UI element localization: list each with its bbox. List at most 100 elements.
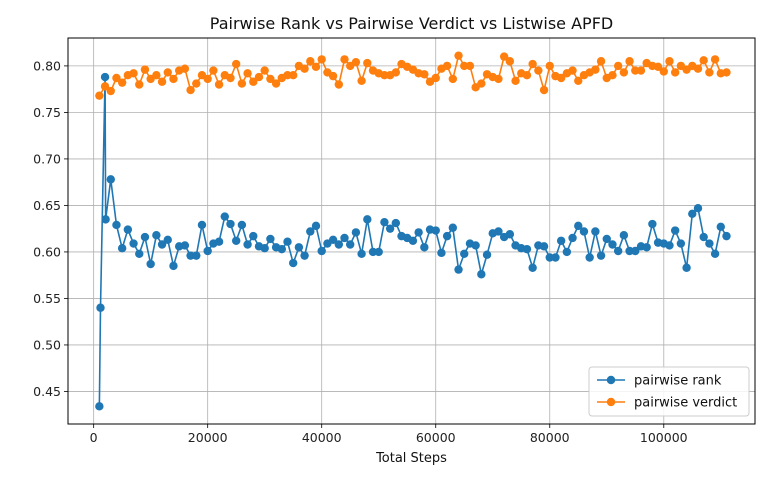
data-point-pairwise-verdict [710,55,720,64]
data-point-pairwise-verdict [539,85,549,95]
data-point-pairwise-rank [214,237,224,246]
data-point-pairwise-verdict [465,61,475,71]
legend-box [588,366,750,417]
x-axis-label: Total Steps [375,451,447,466]
series-layer [95,51,731,411]
x-tick-label: 100000 [640,430,688,445]
data-point-pairwise-rank [357,249,366,258]
data-point-pairwise-rank [562,247,572,257]
data-point-pairwise-verdict [477,79,486,88]
data-point-pairwise-rank [693,204,703,213]
data-point-pairwise-rank [505,230,515,239]
data-point-pairwise-rank [716,222,725,232]
data-point-pairwise-rank [676,239,686,248]
y-tick-label: 0.60 [33,244,61,259]
data-point-pairwise-rank [528,263,537,272]
data-point-pairwise-verdict [351,57,361,67]
data-point-pairwise-rank [482,250,492,259]
data-point-pairwise-rank [101,215,110,224]
data-point-pairwise-rank [146,259,155,269]
y-tick-label: 0.45 [33,384,61,399]
data-point-pairwise-verdict [328,71,338,81]
data-point-pairwise-verdict [431,73,440,83]
data-point-pairwise-verdict [311,62,321,72]
data-point-pairwise-verdict [619,68,629,77]
data-point-pairwise-rank [551,253,560,262]
data-point-pairwise-verdict [528,59,537,69]
data-point-pairwise-verdict [665,57,674,66]
x-tick-label: 20000 [188,430,228,445]
data-point-pairwise-rank [539,242,549,251]
legend-marker-pairwise-rank [606,375,616,385]
data-point-pairwise-rank [106,175,115,184]
data-point-pairwise-verdict [499,52,509,61]
data-point-pairwise-rank [442,231,452,241]
data-point-pairwise-rank [494,227,503,236]
data-point-pairwise-rank [123,225,133,234]
data-point-pairwise-verdict [231,59,241,69]
data-point-pairwise-verdict [106,86,115,96]
data-point-pairwise-verdict [454,51,463,60]
data-point-pairwise-verdict [357,76,366,85]
data-point-pairwise-rank [220,212,229,221]
y-tick-label: 0.65 [33,198,61,213]
data-point-pairwise-rank [129,239,138,248]
data-point-pairwise-rank [579,227,589,236]
data-point-pairwise-rank [574,221,583,231]
data-point-pairwise-verdict [169,74,178,84]
data-point-pairwise-rank [619,230,629,240]
data-point-pairwise-rank [448,223,458,232]
data-point-pairwise-verdict [693,64,703,73]
data-point-pairwise-verdict [152,71,161,80]
data-point-pairwise-rank [648,219,657,229]
data-point-pairwise-verdict [243,69,252,78]
data-point-pairwise-verdict [237,79,247,88]
data-point-pairwise-rank [277,244,286,254]
data-point-pairwise-verdict [653,62,663,72]
data-point-pairwise-rank [460,249,469,258]
data-point-pairwise-verdict [511,76,520,85]
data-point-pairwise-verdict [271,79,281,88]
data-point-pairwise-rank [135,249,144,258]
data-point-pairwise-rank [243,240,252,249]
chart-title: Pairwise Rank vs Pairwise Verdict vs Lis… [210,14,613,33]
data-point-pairwise-rank [283,237,292,246]
data-point-pairwise-verdict [266,74,275,84]
data-point-pairwise-verdict [659,67,668,76]
data-point-pairwise-rank [289,258,298,268]
data-point-pairwise-rank [385,224,395,233]
data-point-pairwise-verdict [545,61,554,71]
data-point-pairwise-verdict [636,66,646,75]
legend-label-pairwise-rank: pairwise rank [634,374,722,389]
data-point-pairwise-verdict [306,57,315,66]
data-point-pairwise-verdict [95,91,104,100]
data-point-pairwise-rank [522,244,532,254]
data-point-pairwise-rank [722,231,731,241]
data-point-pairwise-verdict [135,80,144,89]
data-point-pairwise-verdict [596,57,606,66]
data-point-pairwise-verdict [317,55,326,64]
data-point-pairwise-verdict [534,66,543,75]
data-point-pairwise-rank [602,234,611,244]
data-point-pairwise-rank [374,247,383,257]
data-point-pairwise-rank [249,231,258,241]
data-point-pairwise-verdict [260,66,269,75]
data-point-pairwise-verdict [186,85,195,95]
data-point-pairwise-verdict [214,80,224,89]
data-point-pairwise-verdict [494,74,503,84]
data-point-pairwise-verdict [289,71,298,80]
data-point-pairwise-verdict [522,71,532,80]
data-point-pairwise-verdict [391,68,401,77]
data-point-pairwise-rank [591,227,600,236]
data-point-pairwise-rank [317,246,326,256]
data-point-pairwise-rank [699,232,708,242]
data-point-pairwise-verdict [140,65,150,74]
data-point-pairwise-verdict [254,72,264,82]
data-point-pairwise-rank [380,217,389,227]
data-point-pairwise-rank [328,235,338,245]
data-point-pairwise-verdict [556,73,566,83]
data-point-pairwise-verdict [209,66,218,75]
data-point-pairwise-rank [568,233,577,243]
data-point-pairwise-verdict [180,64,190,73]
data-point-pairwise-verdict [420,70,429,79]
